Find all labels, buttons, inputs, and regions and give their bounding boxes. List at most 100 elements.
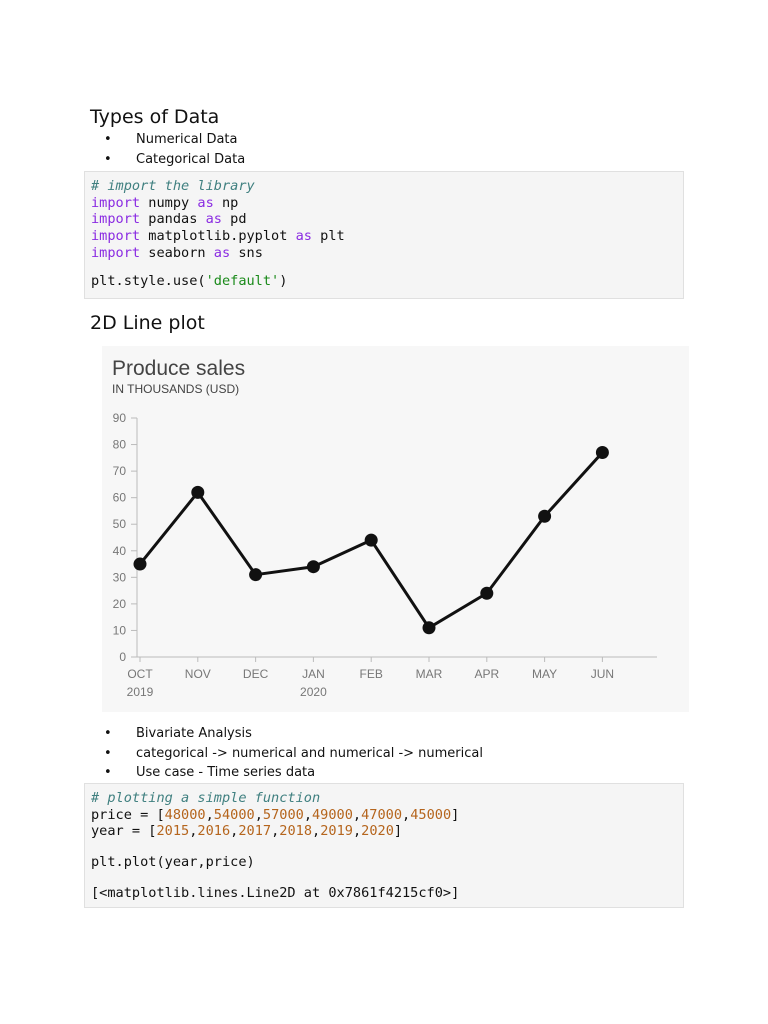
code-comment: # plotting a simple function: [91, 790, 321, 806]
code-alias: sns: [230, 244, 263, 261]
code-line: import matplotlib.pyplot as plt: [91, 228, 683, 245]
code-number: 48000: [164, 806, 206, 823]
code-separator: ,: [205, 806, 214, 823]
data-point: [538, 509, 552, 523]
code-module: matplotlib.pyplot: [140, 228, 296, 245]
code-text: ]: [451, 806, 460, 823]
code-comment: # import the library: [91, 178, 255, 194]
x-tick-label: MAY: [532, 667, 557, 681]
list-item: Numerical Data: [90, 130, 245, 150]
code-text: price = [: [91, 806, 165, 823]
chart-title: Produce sales: [112, 357, 245, 380]
types-of-data-list: Numerical Data Categorical Data: [90, 130, 245, 169]
code-module: numpy: [140, 194, 198, 211]
x-tick-label: JUN: [591, 667, 614, 681]
code-keyword: as: [295, 228, 312, 245]
code-number: 2020: [361, 823, 394, 840]
data-point: [133, 557, 147, 571]
x-tick-label: APR: [474, 667, 499, 681]
code-separator: ,: [254, 806, 263, 823]
code-number: 57000: [262, 806, 304, 823]
x-tick-label: FEB: [360, 667, 383, 681]
code-cell-plot[interactable]: # plotting a simple function price = [48…: [84, 783, 684, 908]
section-heading-types-of-data: Types of Data: [90, 106, 220, 128]
code-cell-imports[interactable]: # import the library import numpy as np …: [84, 171, 684, 299]
produce-sales-chart: Produce sales IN THOUSANDS (USD) 0 10 20 30…: [102, 346, 689, 712]
x-tick-label: NOV: [185, 667, 211, 681]
code-number: 2015: [156, 823, 190, 840]
code-keyword: import: [91, 244, 141, 261]
code-separator: ,: [303, 806, 312, 823]
code-separator: ,: [352, 823, 362, 840]
y-tick-label: 10: [113, 623, 127, 637]
code-line: import numpy as np: [91, 195, 683, 212]
y-tick-label: 40: [113, 544, 127, 558]
code-text: ]: [393, 823, 403, 840]
code-separator: ,: [189, 823, 198, 840]
code-keyword: import: [91, 211, 141, 228]
analysis-notes-list: Bivariate Analysis categorical -> numeri…: [90, 724, 483, 783]
y-tick-label: 60: [113, 491, 127, 505]
data-point: [595, 446, 609, 460]
list-item: Use case - Time series data: [90, 763, 483, 783]
code-keyword: import: [91, 194, 141, 211]
code-number: 49000: [312, 806, 353, 823]
y-tick-label: 20: [113, 597, 127, 611]
x-tick-label: DEC: [243, 667, 269, 681]
code-keyword: as: [213, 244, 231, 261]
code-separator: ,: [230, 823, 239, 840]
code-alias: pd: [221, 211, 247, 228]
code-number: 2017: [238, 823, 272, 840]
code-line: import seaborn as sns: [91, 245, 683, 262]
data-point: [249, 568, 263, 582]
list-item: categorical -> numerical and numerical -…: [90, 744, 483, 764]
section-heading-2d-line-plot: 2D Line plot: [90, 312, 205, 334]
code-string: 'default': [205, 273, 280, 290]
code-keyword: import: [91, 228, 141, 245]
code-call: plt.style.use(: [91, 273, 206, 290]
data-point: [191, 485, 205, 499]
code-paren: ): [279, 273, 288, 290]
data-point: [364, 533, 378, 547]
y-tick-label: 50: [113, 517, 127, 531]
code-keyword: as: [205, 211, 222, 228]
code-module: seaborn: [140, 244, 214, 261]
list-item: Bivariate Analysis: [90, 724, 483, 744]
x-tick-label: MAR: [416, 667, 443, 681]
data-point: [306, 560, 320, 574]
code-module: pandas: [140, 211, 206, 228]
code-keyword: as: [197, 194, 214, 211]
list-item: Categorical Data: [90, 150, 245, 170]
code-number: 54000: [213, 806, 255, 823]
code-line-year: year = [2015,2016,2017,2018,2019,2020]: [91, 823, 683, 840]
x-year-label: 2020: [300, 685, 327, 699]
code-line-plot-call: plt.plot(year,price): [91, 854, 255, 871]
code-text: year = [: [91, 823, 157, 840]
code-output: [<matplotlib.lines.Line2D at 0x7861f4215…: [91, 884, 460, 901]
code-line-price: price = [48000,54000,57000,49000,47000,4…: [91, 807, 683, 824]
y-tick-label: 70: [113, 464, 127, 478]
data-point: [422, 621, 436, 635]
x-year-label: 2019: [127, 685, 154, 699]
y-tick-label: 90: [113, 411, 127, 425]
code-line: import pandas as pd: [91, 211, 683, 228]
code-separator: ,: [271, 823, 280, 840]
code-separator: ,: [312, 823, 321, 840]
code-number: 2018: [279, 823, 313, 840]
code-alias: np: [213, 194, 239, 211]
y-tick-label: 80: [113, 438, 127, 452]
chart-svg: Produce sales IN THOUSANDS (USD) 0 10 20 30…: [112, 357, 657, 699]
code-number: 47000: [361, 806, 403, 823]
code-line: plt.style.use('default'): [91, 273, 683, 290]
x-tick-label: OCT: [127, 667, 153, 681]
x-tick-label: JAN: [302, 667, 325, 681]
code-number: 2016: [197, 823, 231, 840]
code-number: 2019: [320, 823, 353, 840]
y-tick-label: 0: [119, 650, 126, 664]
code-alias: plt: [311, 228, 345, 245]
code-separator: ,: [402, 806, 411, 823]
chart-subtitle: IN THOUSANDS (USD): [112, 382, 239, 396]
data-point: [480, 586, 494, 600]
y-tick-label: 30: [113, 570, 127, 584]
code-separator: ,: [352, 806, 362, 823]
